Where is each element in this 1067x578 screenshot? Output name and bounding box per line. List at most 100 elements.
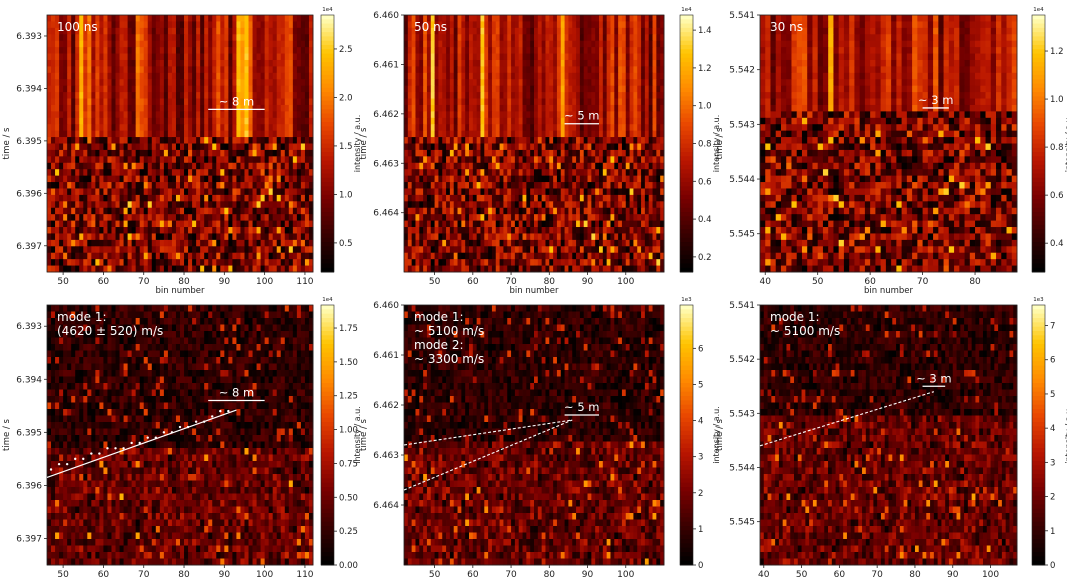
scale-bar-label: ~ 5 m [564, 109, 599, 123]
x-tick-label: 110 [296, 277, 313, 287]
panel-label: 50 ns [414, 20, 447, 34]
scale-bar-label: ~ 5 m [564, 400, 599, 414]
x-tick-label: 50 [796, 570, 808, 578]
colorbar-tick-label: 1.0 [339, 190, 353, 200]
x-tick-label: 70 [138, 570, 150, 578]
x-tick-label: 90 [219, 570, 231, 578]
fit-point [57, 462, 61, 466]
x-tick-label: 50 [429, 277, 441, 287]
y-tick-label: 5.542 [729, 355, 755, 365]
colorbar-exponent: 1e4 [322, 7, 333, 13]
x-tick-label: 100 [617, 570, 634, 578]
heatmap-cells [47, 15, 314, 273]
panel-top-left: 50 60 70 80 90 100 110 6.393 6.394 6.395 6.396 6.39… [2, 7, 362, 296]
colorbar-tick-label: 0 [698, 561, 703, 571]
fit-point [186, 425, 190, 429]
y-tick-label: 6.463 [373, 451, 399, 461]
y-tick-label: 6.461 [373, 351, 399, 361]
x-tick-label: 60 [864, 277, 876, 287]
x-tick-label: 90 [582, 277, 594, 287]
panel-bottom-middle: 50607080901006.4606.4616.4626.4636.464bi… [359, 297, 721, 578]
y-tick-label: 5.544 [729, 175, 755, 185]
y-tick-label: 5.544 [729, 464, 755, 474]
x-tick-label: 40 [760, 277, 772, 287]
plot-frame [759, 14, 1018, 273]
x-tick-label: 100 [617, 277, 634, 287]
colorbar-tick-label: 3 [698, 453, 703, 463]
y-tick-label: 5.545 [729, 230, 755, 240]
colorbar-exponent: 1e3 [1033, 297, 1044, 303]
x-axis-label: bin number [155, 286, 205, 296]
colorbar-tick-label: 1.50 [339, 358, 358, 368]
colorbar-tick-label: 6 [1050, 356, 1055, 366]
scale-bar-label: ~ 3 m [918, 93, 953, 107]
colorbar-label: intensity / a.u. [1064, 115, 1067, 173]
scale-bar-label: ~ 8 m [219, 94, 254, 108]
colorbar-exponent: 1e3 [681, 297, 692, 303]
scale-bar-label: ~ 8 m [219, 386, 254, 400]
x-axis-label: bin number [864, 286, 914, 296]
y-tick-label: 6.461 [373, 60, 399, 70]
y-tick-label: 6.460 [373, 301, 399, 311]
colorbar-label: intensity / a.u. [353, 406, 362, 464]
x-tick-label: 80 [909, 570, 921, 578]
y-tick-label: 6.393 [16, 32, 42, 42]
y-axis-label: time / s [359, 418, 369, 450]
fit-point [211, 415, 214, 418]
colorbar-label: intensity / a.u. [1064, 406, 1067, 464]
x-tick-label: 60 [98, 570, 110, 578]
x-tick-label: 70 [505, 570, 517, 578]
colorbar-tick-label: 4 [1050, 424, 1055, 434]
panel-bottom-left: 50 60 70 80 90 100 110 6.393 6.394 6.395 6.396 6.39… [2, 297, 362, 578]
x-tick-label: 90 [219, 277, 231, 287]
y-tick-label: 6.396 [16, 481, 42, 491]
y-tick-label: 6.464 [373, 501, 399, 511]
scale-bar-label: ~ 3 m [916, 371, 951, 385]
fit-point [146, 436, 149, 439]
y-axis-label: time / s [2, 127, 12, 159]
colorbar-tick-label: 0.8 [698, 140, 712, 150]
colorbar-tick-label: 0.25 [339, 527, 358, 537]
colorbar-label: intensity / a.u. [353, 115, 362, 173]
fit-point [130, 441, 133, 445]
y-tick-label: 5.543 [729, 120, 755, 130]
colorbar: 0.5 1.0 1.5 2.0 2.5 1e4 intensity / a.u. [320, 7, 362, 273]
fit-point [98, 452, 101, 455]
colorbar-tick-label: 0.4 [1050, 239, 1064, 249]
y-axis-label: time / s [715, 127, 725, 159]
colorbar-tick-label: 0.8 [1050, 143, 1064, 153]
fit-line [403, 419, 573, 446]
plot-frame [403, 304, 665, 566]
colorbar: 0.4 0.6 0.8 1.0 1.2 1e4 intensity / a.u. [1031, 7, 1067, 273]
y-axis-label: time / s [715, 418, 725, 450]
colorbar-tick-label: 0.50 [339, 493, 358, 503]
fit-point [202, 420, 206, 423]
colorbar-tick-label: 2 [698, 489, 703, 499]
colorbar-label: intensity / a.u. [712, 406, 721, 464]
x-tick-label: 100 [256, 277, 273, 287]
x-tick-label: 90 [947, 570, 959, 578]
fit-point [65, 462, 69, 466]
x-tick-label: 50 [812, 277, 824, 287]
fit-point [49, 468, 53, 471]
panel-label: mode 1: ~ 5100 m/s [770, 310, 840, 338]
colorbar-label: intensity / a.u. [712, 115, 721, 173]
colorbar-tick-label: 0.2 [698, 253, 712, 263]
plot-frame [46, 14, 314, 273]
colorbar-tick-label: 2.5 [339, 45, 353, 55]
x-tick-label: 60 [467, 277, 479, 287]
colorbar-tick-label: 3 [1050, 458, 1055, 468]
plot-frame [759, 304, 1018, 566]
x-tick-label: 40 [758, 570, 770, 578]
fit-point [106, 447, 109, 450]
x-tick-label: 80 [178, 570, 190, 578]
colorbar-tick-label: 6 [698, 344, 703, 354]
colorbar-tick-label: 1.0 [1050, 95, 1064, 105]
y-tick-label: 6.397 [16, 534, 42, 544]
panel-top-right: 40 50 60 70 80 5.541 5.542 5.543 5.544 5.545 bin n… [715, 7, 1067, 296]
y-tick-label: 5.545 [729, 518, 755, 528]
x-tick-label: 60 [98, 277, 110, 287]
x-tick-label: 70 [138, 277, 150, 287]
x-tick-label: 70 [505, 277, 517, 287]
